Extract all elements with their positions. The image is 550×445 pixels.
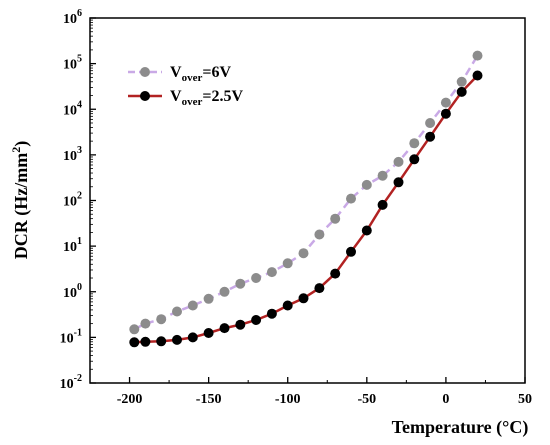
series-1-point [425,131,436,142]
y-tick-label: 103 [63,145,82,164]
series-0-point [409,138,420,149]
y-tick-label: 105 [63,54,82,73]
series-1-point [203,328,214,338]
x-tick-label: -150 [196,392,222,407]
series-1-point [156,336,167,347]
y-tick-label: 102 [63,191,82,210]
series-1-point [140,336,151,347]
x-tick-label: -100 [275,392,301,407]
series-0-point [266,267,277,278]
series-1-point [298,293,309,304]
legend-marker-6v [140,67,150,77]
y-axis-label-main: DCR (Hz/mm [11,153,32,259]
x-tick-label: -50 [357,392,376,407]
series-0-point [156,314,167,325]
series-0-point [172,306,182,317]
y-tick-label: 10-2 [60,373,82,392]
series-1-point [361,225,372,236]
legend-label-2-5v: Vover=2.5V [170,88,243,108]
series-0-point [314,229,325,240]
series-0-point [456,76,467,87]
series-1-point [219,323,230,334]
series-0-point [472,50,483,61]
series-0-point [235,278,246,289]
y-axis-label: DCR (Hz/mm2) [9,141,32,259]
series-1-point [377,199,388,210]
series-1-point [187,332,198,343]
series-1-point [266,308,277,319]
series-1-point [393,177,404,188]
legend: Vover=6V Vover=2.5V [128,64,243,108]
y-tick-label: 104 [63,99,82,118]
series-0-point [187,300,198,311]
y-tick-label: 101 [63,236,82,255]
series-1-point [440,108,451,119]
series-1-point [346,246,356,257]
series-1-point [330,268,341,279]
series-1-point [409,154,420,165]
series-0-point [282,258,293,269]
x-axis-label: Temperature (°C) [392,417,529,438]
series-layer [129,50,483,348]
x-tick-label: 50 [518,392,532,407]
x-tick-label: -200 [117,392,143,407]
y-axis-label-end: ) [11,141,32,147]
x-tick-label: 0 [442,392,449,407]
series-1-point [282,300,293,311]
series-1-point [172,334,182,345]
y-tick-label: 106 [63,8,82,27]
y-axis-label-sup: 2 [9,147,23,153]
series-0-point [440,97,451,108]
series-0-point [377,170,388,181]
legend-marker-2-5v [140,91,150,101]
legend-label-6v: Vover=6V [170,64,231,84]
series-0-point [251,273,262,283]
series-1-point [235,319,246,330]
series-0-point [203,293,214,304]
series-1-point [456,86,467,97]
series-0-point [219,286,230,297]
series-0-point [393,156,404,167]
y-tick-label: 10-1 [60,327,82,346]
series-0-point [361,179,372,190]
series-0-point [425,118,436,128]
series-0-point [140,318,151,329]
series-1-point [129,337,140,348]
series-0-point [298,248,309,259]
series-1-point [314,283,325,294]
series-0-point [129,324,140,335]
series-0-point [346,193,356,204]
y-tick-label: 100 [63,282,82,301]
series-0-point [330,213,341,224]
series-1-point [472,70,483,81]
series-1-point [251,315,262,325]
axis-ticks: -200 -150 -100 -50 0 50 10-2 10-1 100 101 102 103 10… [60,8,532,407]
